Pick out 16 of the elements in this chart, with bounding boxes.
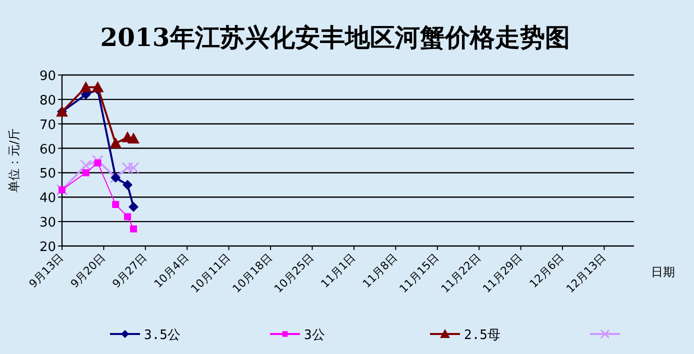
legend-label: 2.5母 <box>464 328 500 343</box>
legend-label: 3公 <box>304 328 325 343</box>
x-axis-title: 日期 <box>651 265 675 279</box>
y-tick-label: 70 <box>39 118 56 133</box>
x-tick-label: 9月27日 <box>110 250 150 291</box>
y-tick-label: 50 <box>39 166 56 182</box>
y-tick-label: 60 <box>39 142 56 158</box>
legend-label: 3.5公 <box>144 328 180 343</box>
chart-title: 2013年江苏兴化安丰地区河蟹价格走势图 <box>100 23 570 52</box>
y-tick-label: 30 <box>39 216 56 231</box>
x-tick-label: 11月1日 <box>318 250 358 291</box>
x-tick-label: 9月20日 <box>68 250 108 291</box>
y-tick-label: 40 <box>39 191 56 206</box>
y-axis-title: 单位：元/斤 <box>7 128 21 193</box>
y-tick-label: 90 <box>39 69 56 84</box>
y-tick-label: 80 <box>39 93 56 108</box>
